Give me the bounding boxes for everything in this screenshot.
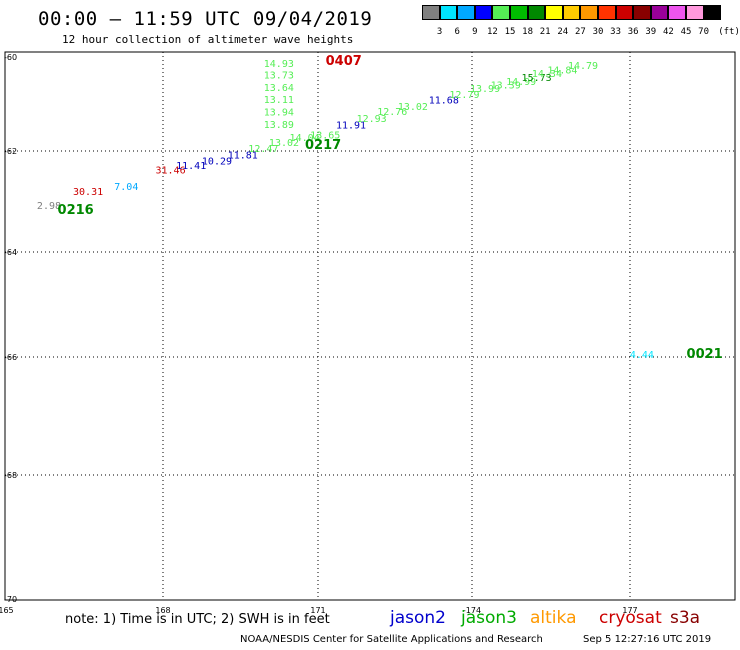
wave-height-value: 14.79 (568, 61, 598, 72)
lon-label: 171 (310, 606, 325, 615)
lat-label: -68 (4, 471, 17, 480)
colorbar-swatch (686, 5, 704, 20)
colorbar-label: 9 (472, 27, 478, 37)
colorbar-unit: (ft) (718, 27, 740, 37)
wave-height-value: 2.98 (37, 201, 61, 212)
colorbar-swatch (545, 5, 563, 20)
wave-height-value: 12.93 (357, 114, 387, 125)
wave-height-value: 13.89 (264, 120, 294, 131)
colorbar-swatch (439, 5, 458, 20)
colorbar-label: 42 (662, 27, 674, 37)
colorbar-swatch (615, 5, 634, 20)
colorbar-label: 24 (557, 27, 569, 37)
wave-height-value: 12.76 (377, 107, 407, 118)
colorbar-swatch (422, 5, 440, 20)
colorbar-swatch (510, 5, 528, 20)
wave-height-value: 11.81 (228, 150, 258, 161)
lat-label: -62 (4, 147, 17, 156)
colorbar-label: 33 (610, 27, 622, 37)
wave-height-value: 13.64 (264, 83, 294, 94)
timestamp: Sep 5 12:27:16 UTC 2019 (583, 634, 712, 645)
wave-height-value: 15.73 (522, 73, 552, 84)
lat-label: -60 (4, 53, 17, 62)
satellite-name: jason2 (390, 608, 446, 628)
map-frame (4, 51, 736, 601)
colorbar-label: 27 (574, 27, 586, 37)
wave-height-value: 12.79 (449, 90, 479, 101)
satellite-name: s3a (670, 608, 701, 628)
pass-time-label: 0407 (326, 54, 362, 69)
wave-height-value: 13.02 (398, 102, 428, 113)
colorbar-swatch (633, 5, 651, 20)
colorbar-swatch (474, 5, 493, 20)
satellite-name: jason3 (461, 608, 517, 628)
colorbar-label: 21 (539, 27, 551, 37)
colorbar-swatch (703, 5, 722, 20)
colorbar-label: 18 (522, 27, 534, 37)
colorbar-swatch (562, 5, 581, 20)
wave-height-value: 13.65 (310, 130, 340, 141)
satellite-name: altika (530, 608, 577, 628)
pass-time-label: 0216 (58, 203, 94, 218)
wave-height-value: 4.44 (630, 350, 654, 361)
colorbar-swatch (650, 5, 669, 20)
wave-height-value: 11.68 (429, 96, 459, 107)
colorbar-label: 6 (454, 27, 460, 37)
lat-label: -70 (4, 595, 17, 604)
wave-height-value: 14.99 (506, 77, 536, 88)
colorbar-label: 3 (436, 27, 443, 37)
wave-height-value: 13.39 (491, 80, 521, 91)
wave-height-value: 13.11 (264, 95, 294, 106)
wave-height-value: 13.99 (470, 84, 500, 95)
colorbar-swatch (492, 5, 510, 20)
wave-height-value: 10.29 (202, 156, 232, 167)
colorbar-swatch (598, 5, 616, 20)
satellite-name: cryosat (599, 608, 662, 628)
wave-height-value: 11.41 (176, 161, 206, 172)
wave-height-value: 12.47 (248, 144, 278, 155)
colorbar-label: 15 (504, 27, 516, 37)
credit-line: NOAA/NESDIS Center for Satellite Applica… (240, 634, 543, 645)
colorbar-label: 12 (486, 27, 498, 37)
colorbar-label: 70 (698, 27, 710, 37)
wave-height-value: 14.93 (264, 59, 294, 70)
lat-label: -64 (4, 248, 17, 257)
wave-height-value: 11.91 (336, 121, 366, 132)
wave-height-value: 7.04 (114, 182, 138, 193)
colorbar-label: 30 (592, 27, 604, 37)
colorbar-swatch (527, 5, 546, 20)
wave-height-value: 14.34 (532, 69, 562, 80)
pass-time-label: 0217 (305, 138, 341, 153)
lon-label: -174 (463, 606, 481, 615)
footer-note: note: 1) Time is in UTC; 2) SWH is in fe… (65, 612, 330, 627)
wave-height-value: 30.31 (73, 187, 103, 198)
wave-height-value: 14.84 (547, 65, 577, 76)
map-title: 00:00 – 11:59 UTC 09/04/2019 (38, 8, 373, 30)
wave-height-value: 31.46 (156, 166, 186, 177)
wave-height-value: 13.73 (264, 71, 294, 82)
colorbar-swatch (457, 5, 475, 20)
wave-height-value: 14.04 (290, 133, 320, 144)
lon-label: 165 (0, 606, 14, 615)
colorbar-label: 45 (680, 27, 692, 37)
colorbar-label: 36 (627, 27, 639, 37)
wave-height-value: 13.94 (264, 108, 294, 119)
lon-label: 168 (155, 606, 170, 615)
wave-height-value: 13.02 (269, 138, 299, 149)
colorbar-swatch (668, 5, 686, 20)
colorbar-label: 39 (645, 27, 657, 37)
pass-time-label: 0021 (687, 347, 723, 362)
lat-label: -66 (4, 353, 17, 362)
lon-label: 177 (622, 606, 637, 615)
colorbar-swatch (580, 5, 598, 20)
map-subtitle: 12 hour collection of altimeter wave hei… (62, 33, 354, 46)
